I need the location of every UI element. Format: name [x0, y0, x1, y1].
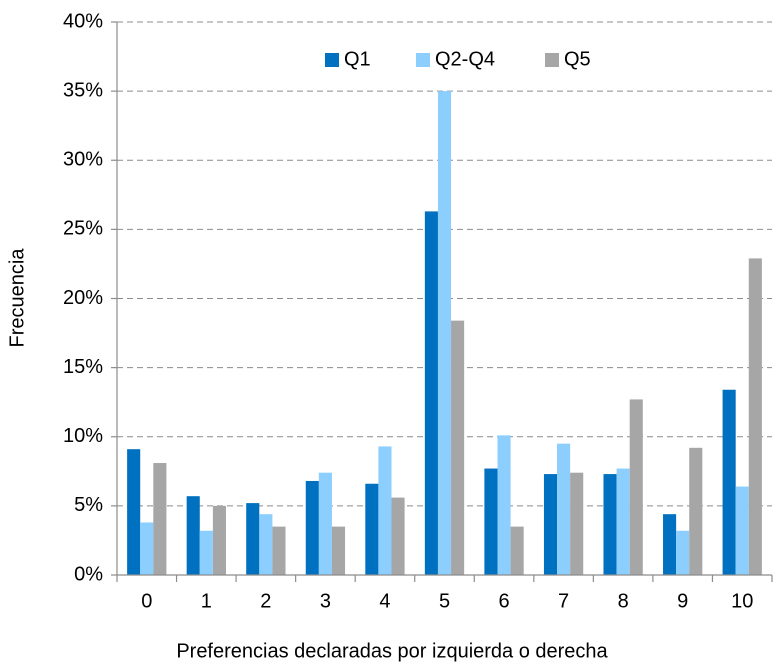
x-tick-label: 4 — [379, 590, 390, 612]
bar — [603, 474, 617, 575]
bar — [510, 526, 524, 575]
x-tick-label: 1 — [201, 590, 212, 612]
y-tick-label: 0% — [74, 563, 103, 585]
bar — [424, 211, 438, 575]
bar — [557, 443, 571, 575]
bar — [616, 468, 630, 575]
x-tick-label: 9 — [677, 590, 688, 612]
bar — [484, 468, 498, 575]
y-tick-label: 20% — [63, 287, 103, 309]
bar — [318, 472, 332, 575]
bar — [629, 399, 643, 575]
bar — [246, 503, 260, 575]
legend-swatch — [416, 53, 430, 67]
bar — [331, 526, 346, 575]
x-tick-label: 8 — [618, 590, 629, 612]
x-tick-label: 10 — [731, 590, 753, 612]
bar — [186, 496, 200, 575]
y-tick-label: 30% — [63, 149, 103, 171]
bar — [259, 514, 273, 575]
legend-label: Q5 — [564, 48, 591, 70]
x-tick-label: 0 — [141, 590, 152, 612]
bar — [199, 530, 213, 575]
y-tick-label: 35% — [63, 79, 103, 101]
bar — [272, 526, 286, 575]
y-tick-label: 40% — [63, 10, 103, 32]
x-tick-label: 5 — [439, 590, 450, 612]
x-tick-label: 2 — [260, 590, 271, 612]
bar — [676, 530, 690, 575]
bar — [153, 463, 167, 575]
bar — [305, 480, 319, 575]
y-tick-label: 5% — [74, 494, 103, 516]
bar — [748, 258, 762, 575]
bar — [378, 446, 392, 575]
y-tick-label: 15% — [63, 356, 103, 378]
bar — [570, 472, 584, 575]
bar — [543, 474, 558, 575]
bar — [663, 514, 677, 575]
bar — [391, 497, 405, 575]
bar — [451, 320, 465, 575]
x-tick-label: 6 — [498, 590, 509, 612]
x-tick-label: 7 — [558, 590, 569, 612]
legend-label: Q2-Q4 — [435, 48, 495, 70]
bar — [212, 505, 226, 575]
bar — [127, 449, 141, 575]
y-tick-label: 10% — [63, 425, 103, 447]
bar — [365, 483, 379, 575]
x-axis-title: Preferencias declaradas por izquierda o … — [176, 640, 608, 662]
bar — [140, 522, 154, 575]
x-tick-label: 3 — [320, 590, 331, 612]
legend-label: Q1 — [344, 48, 371, 70]
bar — [735, 486, 749, 575]
bar — [689, 447, 703, 575]
y-axis-title: Frecuencia — [6, 248, 28, 348]
bar — [722, 389, 736, 575]
bar — [437, 91, 452, 575]
y-tick-label: 25% — [63, 218, 103, 240]
legend-swatch — [325, 53, 339, 67]
legend-swatch — [545, 53, 559, 67]
bar — [497, 435, 511, 575]
